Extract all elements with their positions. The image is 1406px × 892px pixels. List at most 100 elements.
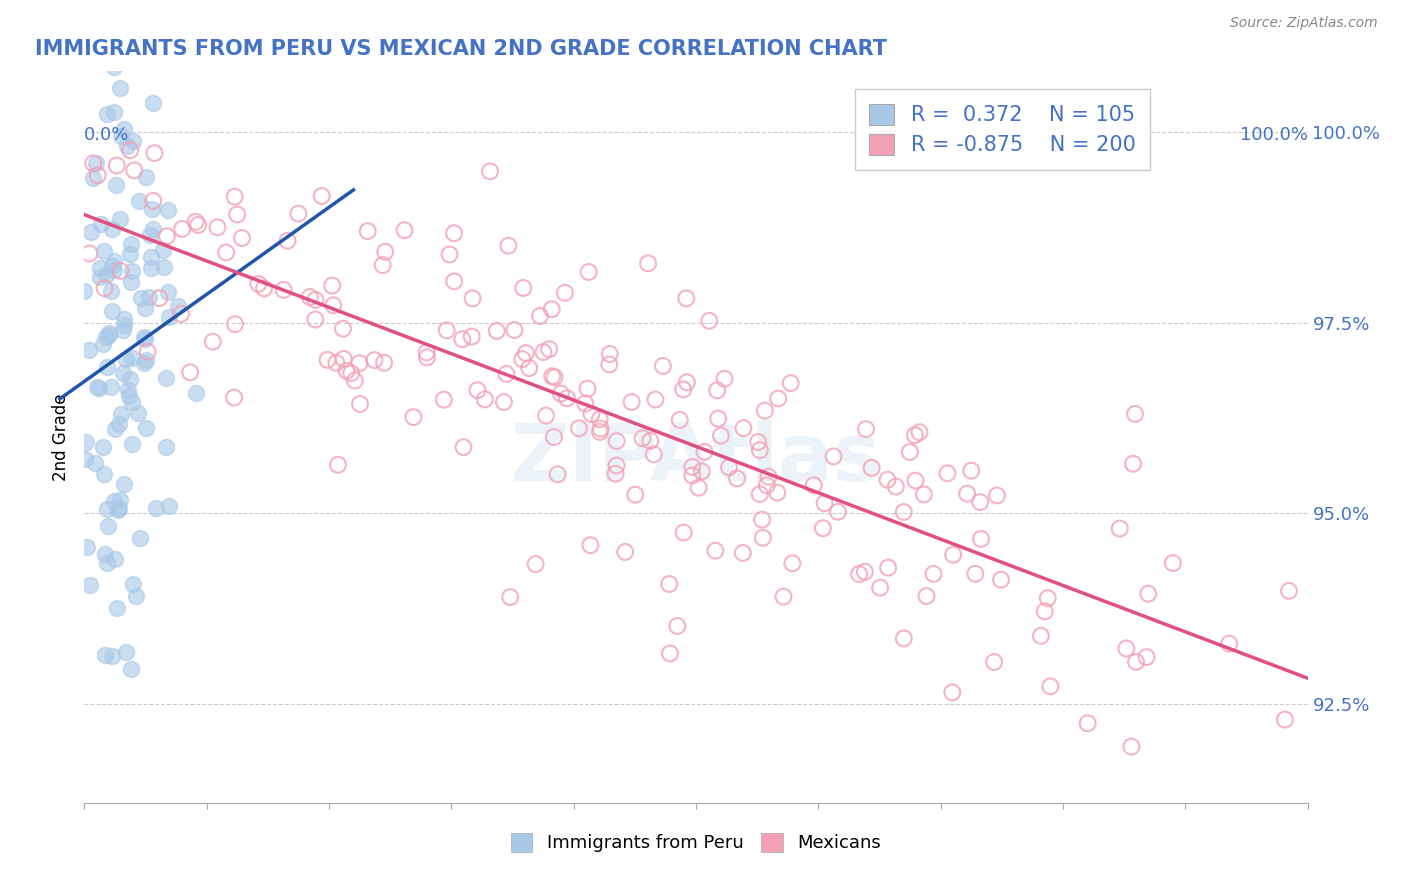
Point: [1077, 716, 1099, 731]
Text: IMMIGRANTS FROM PERU VS MEXICAN 2ND GRADE CORRELATION CHART: IMMIGRANTS FROM PERU VS MEXICAN 2ND GRAD…: [35, 38, 887, 59]
Point: [485, 324, 508, 338]
Point: [170, 307, 193, 321]
Point: [129, 291, 152, 305]
Point: [752, 531, 775, 545]
Point: [115, 139, 138, 153]
Point: [697, 314, 720, 328]
Point: [474, 392, 496, 407]
Text: 0.0%: 0.0%: [84, 126, 129, 145]
Point: [108, 417, 131, 432]
Point: [848, 567, 870, 582]
Point: [94, 547, 117, 561]
Point: [101, 304, 124, 318]
Text: Source: ZipAtlas.com: Source: ZipAtlas.com: [1230, 16, 1378, 29]
Point: [436, 323, 458, 337]
Point: [904, 474, 927, 488]
Point: [138, 290, 160, 304]
Point: [467, 383, 489, 397]
Point: [898, 445, 921, 459]
Point: [134, 301, 156, 315]
Point: [640, 434, 662, 448]
Point: [576, 382, 599, 396]
Point: [120, 372, 142, 386]
Point: [912, 487, 935, 501]
Point: [876, 473, 898, 487]
Point: [226, 207, 249, 221]
Point: [91, 440, 114, 454]
Point: [579, 538, 602, 552]
Point: [1161, 556, 1184, 570]
Point: [155, 440, 177, 454]
Point: [717, 460, 740, 475]
Point: [675, 291, 697, 305]
Point: [908, 425, 931, 440]
Point: [138, 227, 160, 242]
Point: [316, 353, 339, 368]
Point: [89, 269, 111, 284]
Point: [326, 458, 349, 472]
Point: [747, 435, 769, 450]
Point: [110, 212, 132, 227]
Point: [96, 501, 118, 516]
Point: [543, 370, 565, 384]
Point: [157, 499, 180, 513]
Point: [681, 460, 703, 475]
Point: [893, 505, 915, 519]
Point: [461, 292, 484, 306]
Point: [510, 352, 533, 367]
Point: [86, 380, 108, 394]
Point: [97, 519, 120, 533]
Point: [357, 224, 380, 238]
Point: [574, 396, 596, 410]
Point: [80, 225, 103, 239]
Point: [614, 545, 637, 559]
Point: [942, 548, 965, 562]
Point: [707, 411, 730, 425]
Point: [77, 343, 100, 358]
Point: [172, 222, 194, 236]
Point: [118, 389, 141, 403]
Point: [340, 366, 363, 380]
Point: [179, 365, 201, 379]
Point: [152, 243, 174, 257]
Point: [672, 525, 695, 540]
Point: [534, 409, 557, 423]
Point: [157, 285, 180, 299]
Point: [779, 376, 801, 390]
Point: [1122, 457, 1144, 471]
Point: [253, 281, 276, 295]
Point: [540, 302, 562, 317]
Point: [589, 421, 612, 435]
Point: [936, 467, 959, 481]
Point: [554, 285, 576, 300]
Point: [550, 386, 572, 401]
Point: [103, 263, 125, 277]
Point: [853, 565, 876, 579]
Point: [782, 556, 804, 570]
Point: [681, 468, 703, 483]
Point: [710, 428, 733, 442]
Point: [105, 178, 128, 193]
Text: 100.0%: 100.0%: [1240, 126, 1308, 145]
Point: [112, 312, 135, 326]
Point: [688, 481, 710, 495]
Point: [100, 379, 122, 393]
Point: [499, 590, 522, 604]
Point: [120, 143, 142, 157]
Point: [415, 345, 437, 359]
Point: [1036, 591, 1059, 606]
Point: [658, 577, 681, 591]
Point: [860, 461, 883, 475]
Point: [156, 229, 179, 244]
Point: [451, 332, 474, 346]
Point: [1125, 655, 1147, 669]
Point: [541, 369, 564, 384]
Point: [668, 413, 690, 427]
Point: [142, 96, 165, 111]
Point: [201, 334, 224, 349]
Point: [1123, 407, 1146, 421]
Point: [122, 163, 145, 178]
Point: [139, 250, 162, 264]
Point: [103, 253, 125, 268]
Point: [990, 573, 1012, 587]
